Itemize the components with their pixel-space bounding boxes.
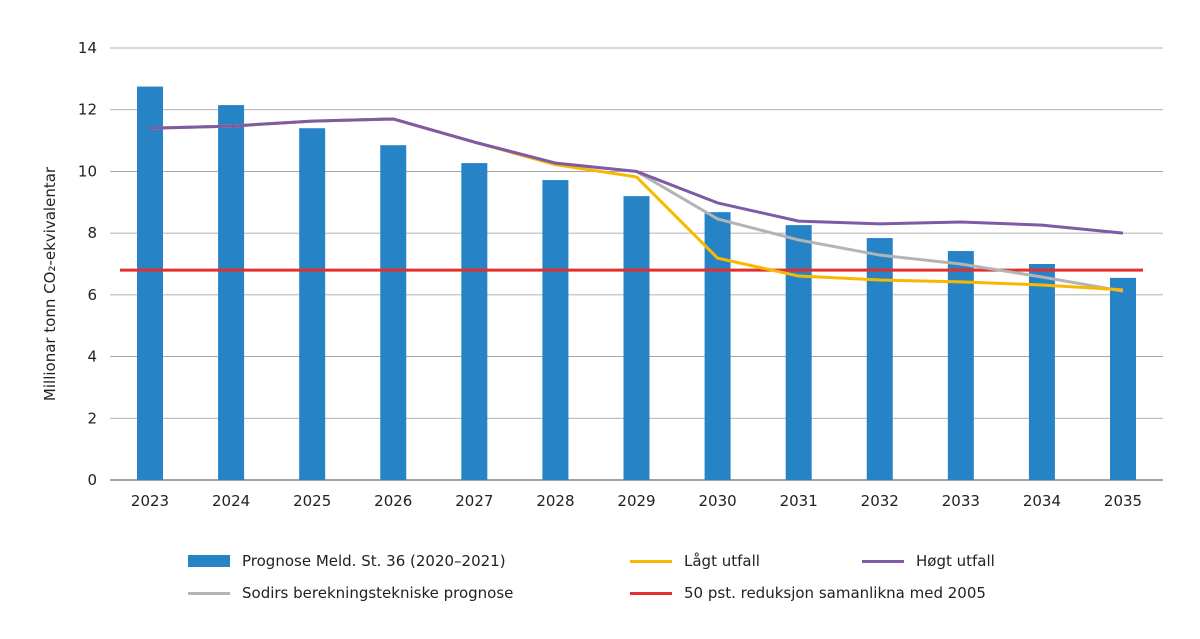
legend-swatch xyxy=(188,591,230,595)
legend-swatch xyxy=(630,591,672,595)
bar xyxy=(299,128,326,480)
x-tick-label: 2030 xyxy=(698,492,736,510)
y-tick-label: 10 xyxy=(78,162,97,180)
y-tick-label: 6 xyxy=(87,286,97,304)
legend-label: Prognose Meld. St. 36 (2020–2021) xyxy=(242,552,506,570)
legend-swatch xyxy=(862,559,904,563)
bar xyxy=(785,225,812,480)
legend-swatch xyxy=(630,559,672,563)
legend-swatch xyxy=(188,555,230,567)
legend-label: 50 pst. reduksjon samanlikna med 2005 xyxy=(684,584,986,602)
x-tick-label: 2035 xyxy=(1104,492,1142,510)
legend-item-sodir: Sodirs berekningstekniske prognose xyxy=(188,584,513,602)
x-tick-label: 2028 xyxy=(536,492,574,510)
legend-label: Sodirs berekningstekniske prognose xyxy=(242,584,514,602)
y-tick-label: 0 xyxy=(87,471,97,489)
y-tick-label: 12 xyxy=(78,101,97,119)
bar xyxy=(1110,277,1136,480)
x-tick-label: 2027 xyxy=(455,492,493,510)
x-tick-label: 2029 xyxy=(617,492,655,510)
x-tick-label: 2031 xyxy=(780,492,818,510)
bar xyxy=(947,251,974,480)
y-tick-label: 8 xyxy=(87,224,97,242)
bar xyxy=(137,86,163,481)
y-axis-label: Millionar tonn CO₂-ekvivalentar xyxy=(41,166,59,401)
legend-item-prognose: Prognose Meld. St. 36 (2020–2021) xyxy=(188,552,506,570)
x-tick-label: 2034 xyxy=(1023,492,1061,510)
bar xyxy=(218,105,245,480)
x-tick-label: 2033 xyxy=(942,492,980,510)
legend-item-lagt: Lågt utfall xyxy=(630,552,760,570)
bar xyxy=(704,212,731,480)
x-tick-label: 2023 xyxy=(131,492,169,510)
legend-label: Høgt utfall xyxy=(916,552,995,570)
bar xyxy=(380,145,407,480)
x-tick-label: 2024 xyxy=(212,492,250,510)
legend-item-reduksjon: 50 pst. reduksjon samanlikna med 2005 xyxy=(630,584,986,602)
x-tick-label: 2026 xyxy=(374,492,412,510)
legend-item-hogt: Høgt utfall xyxy=(862,552,995,570)
y-tick-label: 2 xyxy=(87,409,97,427)
bar xyxy=(461,163,488,480)
y-tick-label: 4 xyxy=(87,348,97,366)
chart-svg: 0 2 4 6 8 10 12 14 2023 2024 2025 2026 2027 2028 2029 2… xyxy=(41,39,1163,510)
bar xyxy=(1028,264,1055,480)
x-tick-label: 2032 xyxy=(861,492,899,510)
series-line xyxy=(149,117,1124,235)
bar xyxy=(866,238,893,480)
legend-label: Lågt utfall xyxy=(684,552,760,570)
bar xyxy=(542,180,569,480)
y-tick-label: 14 xyxy=(78,39,97,57)
x-tick-label: 2025 xyxy=(293,492,331,510)
bar xyxy=(623,196,650,480)
